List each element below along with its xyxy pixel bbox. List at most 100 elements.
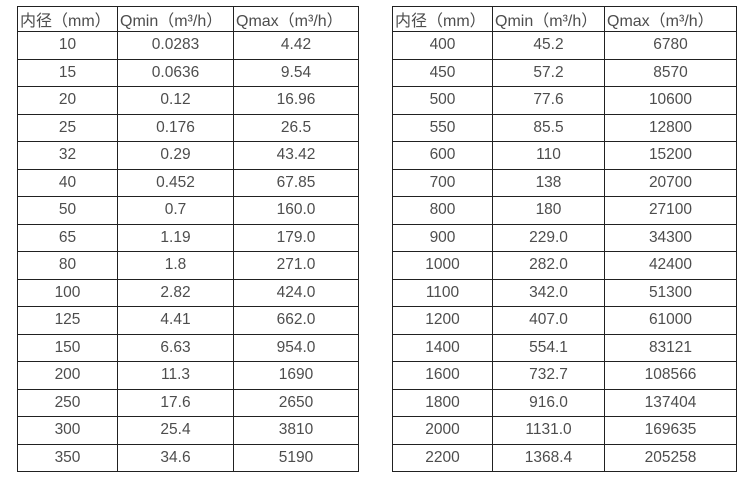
table-cell: 108566	[604, 361, 737, 390]
table-cell: 0.176	[117, 113, 234, 142]
table-cell: 662.0	[233, 306, 359, 335]
table-cell: 57.2	[492, 58, 605, 87]
table-cell: 169635	[604, 416, 737, 445]
table-cell: 1000	[392, 251, 493, 280]
table-cell: 1800	[392, 388, 493, 417]
table-cell: 180	[492, 196, 605, 225]
table-cell: 1600	[392, 361, 493, 390]
flow-spec-table-large-diameters: 内径（mm） Qmin（m³/h） Qmax（m³/h） 400 45.2 6780…	[392, 6, 737, 472]
table-cell: 900	[392, 223, 493, 252]
table-row: 40 0.452 67.85	[17, 168, 359, 197]
table-row: 32 0.29 43.42	[17, 141, 359, 170]
table-cell: 12800	[604, 113, 737, 142]
table-body: 400 45.2 6780 450 57.2 8570 500 77.6 10600 550 85.…	[392, 31, 737, 472]
header-row: 内径（mm） Qmin（m³/h） Qmax（m³/h）	[17, 6, 359, 32]
table-cell: 137404	[604, 388, 737, 417]
table-cell: 229.0	[492, 223, 605, 252]
column-header-qmin: Qmin（m³/h）	[117, 6, 234, 32]
table-cell: 26.5	[233, 113, 359, 142]
table-cell: 2650	[233, 388, 359, 417]
table-cell: 1.19	[117, 223, 234, 252]
table-cell: 40	[17, 168, 118, 197]
table-cell: 450	[392, 58, 493, 87]
table-cell: 15	[17, 58, 118, 87]
table-row: 600 110 15200	[392, 141, 737, 170]
table-cell: 34300	[604, 223, 737, 252]
table-cell: 1690	[233, 361, 359, 390]
table-body: 10 0.0283 4.42 15 0.0636 9.54 20 0.12 16.96 25 0.1…	[17, 31, 359, 472]
table-cell: 300	[17, 416, 118, 445]
table-cell: 916.0	[492, 388, 605, 417]
table-cell: 0.0283	[117, 31, 234, 60]
table-row: 1200 407.0 61000	[392, 306, 737, 335]
table-cell: 6.63	[117, 333, 234, 362]
table-cell: 2000	[392, 416, 493, 445]
table-row: 300 25.4 3810	[17, 416, 359, 445]
table-cell: 350	[17, 443, 118, 472]
table-cell: 407.0	[492, 306, 605, 335]
table-cell: 34.6	[117, 443, 234, 472]
table-cell: 0.452	[117, 168, 234, 197]
table-cell: 45.2	[492, 31, 605, 60]
table-cell: 342.0	[492, 278, 605, 307]
table-cell: 65	[17, 223, 118, 252]
table-row: 2200 1368.4 205258	[392, 443, 737, 472]
table-row: 550 85.5 12800	[392, 113, 737, 142]
table-cell: 110	[492, 141, 605, 170]
header-row: 内径（mm） Qmin（m³/h） Qmax（m³/h）	[392, 6, 737, 32]
table-cell: 1.8	[117, 251, 234, 280]
table-row: 2000 1131.0 169635	[392, 416, 737, 445]
table-cell: 424.0	[233, 278, 359, 307]
table-cell: 2.82	[117, 278, 234, 307]
table-cell: 51300	[604, 278, 737, 307]
table-cell: 10	[17, 31, 118, 60]
table-cell: 500	[392, 86, 493, 115]
table-row: 80 1.8 271.0	[17, 251, 359, 280]
table-cell: 43.42	[233, 141, 359, 170]
table-row: 15 0.0636 9.54	[17, 58, 359, 87]
column-header-qmax: Qmax（m³/h）	[233, 6, 359, 32]
table-cell: 8570	[604, 58, 737, 87]
table-row: 800 180 27100	[392, 196, 737, 225]
table-cell: 16.96	[233, 86, 359, 115]
table-row: 1400 554.1 83121	[392, 333, 737, 362]
table-cell: 1200	[392, 306, 493, 335]
table-row: 150 6.63 954.0	[17, 333, 359, 362]
table-cell: 800	[392, 196, 493, 225]
table-cell: 20	[17, 86, 118, 115]
table-row: 450 57.2 8570	[392, 58, 737, 87]
table-cell: 2200	[392, 443, 493, 472]
table-cell: 85.5	[492, 113, 605, 142]
table-cell: 3810	[233, 416, 359, 445]
table-cell: 732.7	[492, 361, 605, 390]
table-cell: 10600	[604, 86, 737, 115]
table-row: 900 229.0 34300	[392, 223, 737, 252]
table-cell: 400	[392, 31, 493, 60]
table-cell: 27100	[604, 196, 737, 225]
table-cell: 554.1	[492, 333, 605, 362]
table-cell: 1400	[392, 333, 493, 362]
column-header-diameter: 内径（mm）	[392, 6, 493, 32]
table-cell: 600	[392, 141, 493, 170]
table-cell: 25.4	[117, 416, 234, 445]
table-cell: 17.6	[117, 388, 234, 417]
table-row: 1000 282.0 42400	[392, 251, 737, 280]
table-cell: 0.12	[117, 86, 234, 115]
table-row: 65 1.19 179.0	[17, 223, 359, 252]
table-row: 1100 342.0 51300	[392, 278, 737, 307]
table-cell: 160.0	[233, 196, 359, 225]
table-cell: 700	[392, 168, 493, 197]
table-cell: 1100	[392, 278, 493, 307]
table-cell: 11.3	[117, 361, 234, 390]
table-cell: 0.29	[117, 141, 234, 170]
table-row: 10 0.0283 4.42	[17, 31, 359, 60]
table-cell: 550	[392, 113, 493, 142]
table-cell: 20700	[604, 168, 737, 197]
table-cell: 0.7	[117, 196, 234, 225]
table-row: 1800 916.0 137404	[392, 388, 737, 417]
table-cell: 250	[17, 388, 118, 417]
table-cell: 954.0	[233, 333, 359, 362]
column-header-qmin: Qmin（m³/h）	[492, 6, 605, 32]
table-row: 400 45.2 6780	[392, 31, 737, 60]
